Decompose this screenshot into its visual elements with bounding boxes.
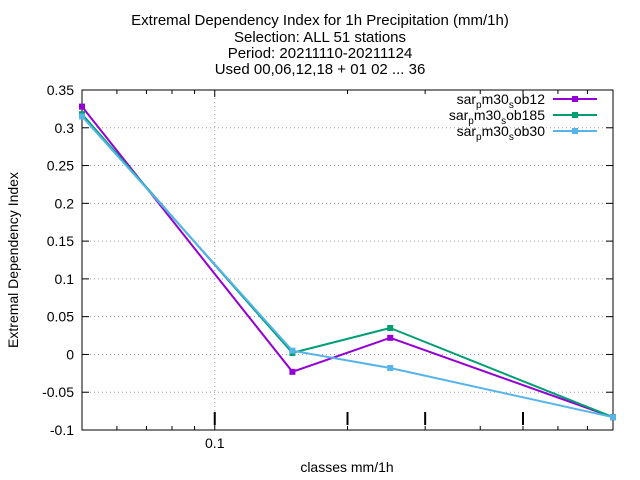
data-point — [387, 325, 394, 331]
legend-marker — [572, 128, 578, 134]
chart-title-line-2: Selection: ALL 51 stations — [233, 29, 407, 46]
y-tick-label: 0 — [66, 346, 74, 362]
y-axis-label: Extremal Dependency Index — [5, 172, 21, 348]
x-tick-label: 0.1 — [205, 435, 225, 451]
data-point — [387, 365, 394, 372]
y-tick-label: 0.1 — [55, 271, 75, 287]
series-line — [81, 113, 614, 419]
data-point — [79, 113, 85, 120]
legend-marker — [572, 96, 578, 102]
chart-title-line-4: Used 00,06,12,18 + 01 02 ... 36 — [214, 61, 426, 78]
data-point — [289, 368, 296, 375]
legend-marker — [572, 112, 578, 118]
legend-label: sarpm30sob12 — [457, 91, 546, 111]
y-tick-label: 0.3 — [55, 120, 75, 136]
series-line — [81, 105, 614, 419]
x-axis-label: classes mm/1h — [300, 459, 393, 475]
y-tick-label: 0.05 — [47, 309, 74, 325]
y-tick-label: -0.1 — [50, 422, 74, 438]
legend-label: sarpm30sob185 — [449, 107, 545, 127]
y-tick-label: 0.35 — [47, 82, 74, 98]
y-tick-label: -0.05 — [42, 384, 74, 400]
series-line — [81, 115, 614, 419]
chart-title-line-3: Period: 20211110-20211124 — [227, 45, 413, 62]
plot-frame — [81, 89, 614, 431]
data-point — [79, 103, 85, 110]
data-point — [610, 414, 616, 421]
data-point — [289, 347, 296, 354]
chart-title-line-1: Extremal Dependency Index for 1h Precipi… — [131, 12, 509, 29]
data-point — [387, 334, 394, 341]
y-tick-label: 0.2 — [55, 195, 75, 211]
legend-label: sarpm30sob30 — [457, 123, 546, 143]
y-tick-label: 0.15 — [47, 233, 74, 249]
y-tick-label: 0.25 — [47, 158, 74, 174]
